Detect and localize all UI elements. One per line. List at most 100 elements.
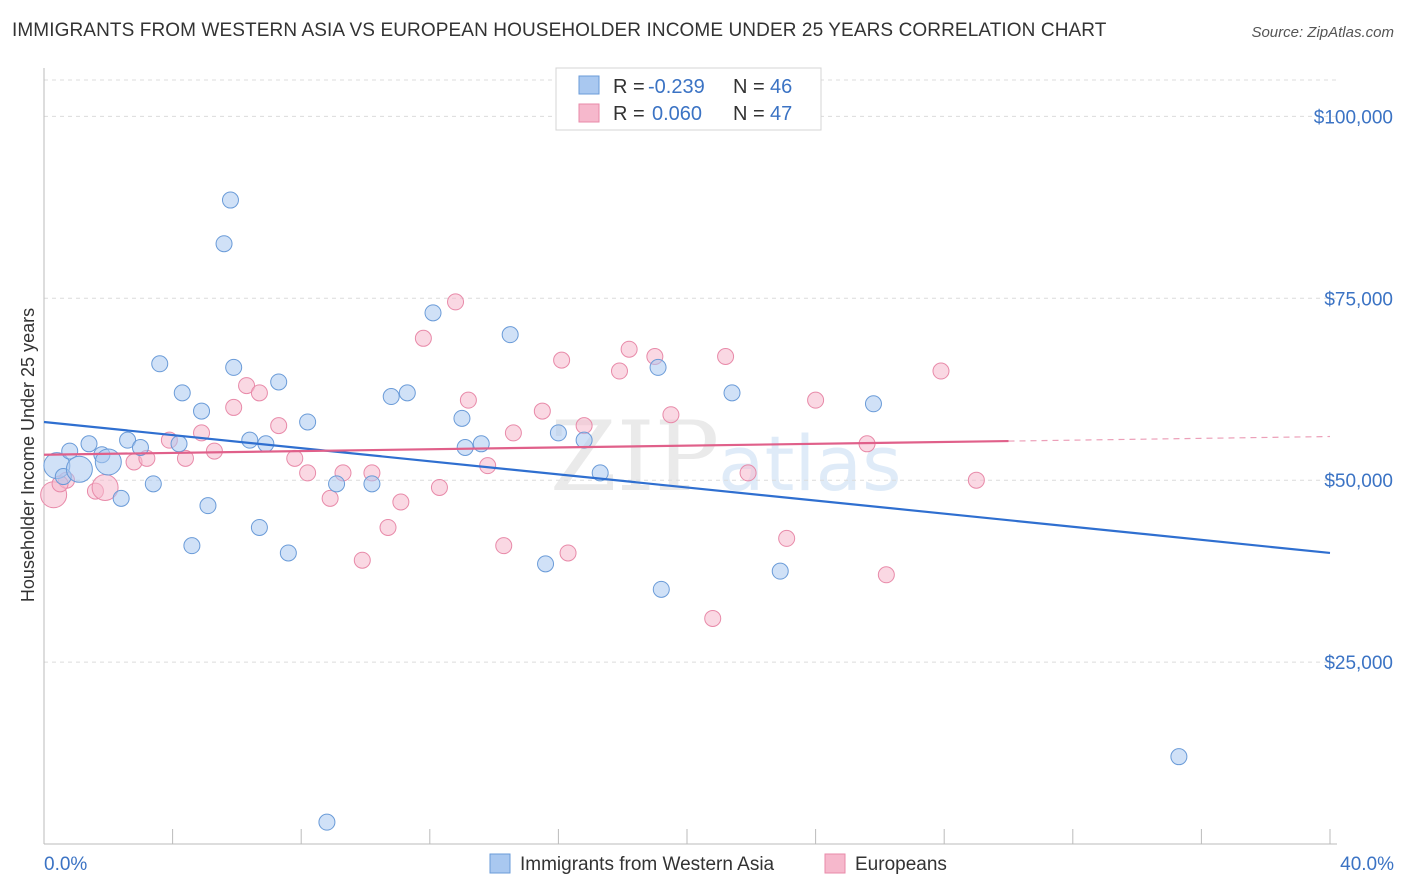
source-credit: Source: ZipAtlas.com	[1251, 24, 1394, 41]
point-europeans	[575, 417, 593, 435]
point-western-asia	[173, 384, 191, 402]
legend-r-label-0: R =	[613, 76, 645, 98]
legend-swatch-western-asia	[578, 75, 600, 95]
point-europeans	[495, 537, 513, 555]
point-europeans	[205, 442, 223, 460]
point-western-asia	[183, 537, 201, 555]
point-europeans	[877, 566, 895, 584]
watermark-zip: ZIP	[550, 401, 719, 513]
point-europeans	[250, 384, 268, 402]
x-tick-label-min: 0.0%	[44, 854, 87, 875]
y-tick-label: $50,000	[1324, 471, 1393, 492]
legend-r-value-1: 0.060	[652, 103, 702, 125]
point-europeans	[238, 377, 256, 395]
y-tick-label: $100,000	[1314, 107, 1393, 128]
bottom-legend-label-western-asia: Immigrants from Western Asia	[520, 854, 775, 875]
point-western-asia	[241, 431, 259, 449]
legend-r-value-0: -0.239	[648, 76, 705, 98]
point-western-asia	[864, 395, 882, 413]
series-legend: Immigrants from Western Asia Europeans	[489, 853, 947, 875]
watermark: ZIP atlas	[550, 401, 902, 513]
point-europeans	[778, 529, 796, 547]
point-western-asia	[221, 191, 239, 209]
point-europeans	[807, 391, 825, 409]
x-ticks	[43, 829, 1331, 844]
legend-n-value-0: 46	[770, 76, 792, 98]
trend-line-europeans	[43, 439, 1009, 456]
point-europeans	[533, 402, 551, 420]
point-europeans	[447, 293, 465, 311]
point-europeans	[299, 464, 317, 482]
point-europeans	[504, 424, 522, 442]
y-axis-label: Householder Income Under 25 years	[18, 308, 38, 602]
point-europeans	[353, 551, 371, 569]
point-europeans	[932, 362, 950, 380]
y-tick-label: $25,000	[1324, 653, 1393, 674]
point-western-asia	[398, 384, 416, 402]
trend-line-western-asia	[43, 420, 1331, 555]
point-western-asia	[144, 475, 162, 493]
point-europeans	[392, 493, 410, 511]
point-western-asia	[299, 413, 317, 431]
x-tick-label-max: 40.0%	[1340, 854, 1394, 875]
point-western-asia	[170, 435, 188, 453]
point-western-asia	[591, 464, 609, 482]
point-western-asia	[65, 455, 93, 483]
point-europeans	[379, 518, 397, 536]
bottom-legend-swatch-western-asia	[489, 853, 511, 874]
point-western-asia	[549, 424, 567, 442]
point-western-asia	[318, 813, 336, 831]
point-europeans	[704, 609, 722, 627]
point-europeans	[739, 464, 757, 482]
point-europeans	[414, 329, 432, 347]
legend-swatch-europeans	[578, 103, 600, 123]
correlation-legend: R = -0.239 N = 46 R = 0.060 N = 47	[555, 67, 822, 131]
point-europeans	[270, 417, 288, 435]
bottom-legend-label-europeans: Europeans	[855, 854, 947, 875]
point-western-asia	[250, 518, 268, 536]
trend-lines	[43, 420, 1331, 555]
point-europeans	[662, 406, 680, 424]
point-europeans	[459, 391, 477, 409]
point-europeans	[559, 544, 577, 562]
point-western-asia	[382, 388, 400, 406]
point-western-asia	[723, 384, 741, 402]
point-western-asia	[225, 358, 243, 376]
point-western-asia	[80, 435, 98, 453]
point-europeans	[610, 362, 628, 380]
legend-n-label-1: N =	[733, 103, 765, 125]
legend-n-value-1: 47	[770, 103, 792, 125]
point-western-asia	[215, 235, 233, 253]
point-western-asia	[456, 438, 474, 456]
y-tick-label: $75,000	[1324, 289, 1393, 310]
point-europeans	[717, 347, 735, 365]
point-western-asia	[328, 475, 346, 493]
point-europeans	[553, 351, 571, 369]
point-western-asia	[270, 373, 288, 391]
point-western-asia	[575, 431, 593, 449]
point-europeans	[967, 471, 985, 489]
point-western-asia	[131, 438, 149, 456]
point-europeans	[321, 489, 339, 507]
point-western-asia	[363, 475, 381, 493]
point-western-asia	[119, 431, 137, 449]
point-europeans	[430, 478, 448, 496]
legend-r-label-1: R =	[613, 103, 645, 125]
point-western-asia	[424, 304, 442, 322]
point-western-asia	[112, 489, 130, 507]
point-europeans	[286, 449, 304, 467]
chart-title: IMMIGRANTS FROM WESTERN ASIA VS EUROPEAN…	[12, 20, 1107, 41]
y-tick-labels: $25,000 $50,000 $75,000 $100,000	[1314, 107, 1393, 674]
trend-line-extension-europeans	[1008, 435, 1331, 442]
point-western-asia	[537, 555, 555, 573]
point-western-asia	[193, 402, 211, 420]
point-western-asia	[771, 562, 789, 580]
legend-box	[555, 67, 822, 131]
point-western-asia	[199, 497, 217, 515]
point-europeans	[620, 340, 638, 358]
watermark-atlas: atlas	[718, 419, 902, 508]
point-western-asia	[94, 448, 122, 476]
point-western-asia	[652, 580, 670, 598]
point-europeans	[225, 398, 243, 416]
